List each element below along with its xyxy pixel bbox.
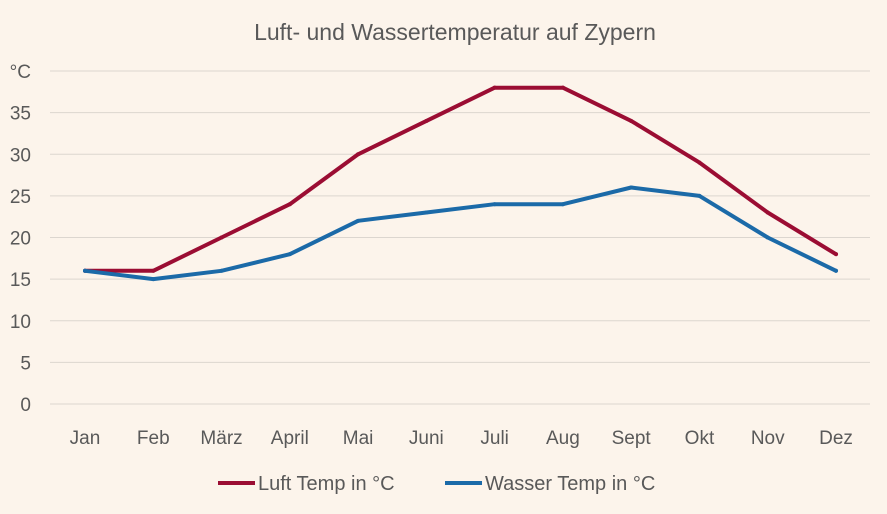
- x-tick-label: Nov: [751, 428, 785, 449]
- data-point: [287, 202, 292, 207]
- y-tick-label: 5: [20, 353, 31, 374]
- x-tick-label: Juni: [409, 428, 444, 449]
- data-point: [765, 235, 770, 240]
- legend-label: Wasser Temp in °C: [485, 473, 655, 495]
- data-point: [492, 202, 497, 207]
- data-point: [629, 118, 634, 123]
- x-tick-label: März: [200, 428, 242, 449]
- series-line-wasser: [83, 185, 838, 282]
- x-tick-label: Mai: [343, 428, 374, 449]
- y-tick-label: 15: [10, 270, 31, 291]
- series-lines: [83, 85, 838, 282]
- data-point: [219, 268, 224, 273]
- gridlines: [50, 70, 870, 405]
- legend-item: Luft Temp in °C: [218, 473, 395, 495]
- data-point: [560, 202, 565, 207]
- x-axis-ticks: Jan Feb März April Mai Juni Juli Aug Sept Okt Nov D…: [70, 428, 853, 449]
- x-tick-label: Juli: [480, 428, 509, 449]
- y-tick-label: 25: [10, 187, 31, 208]
- data-point: [356, 218, 361, 223]
- x-tick-label: Jan: [70, 428, 101, 449]
- legend-label: Luft Temp in °C: [258, 473, 395, 495]
- x-tick-label: April: [271, 428, 309, 449]
- data-point: [560, 85, 565, 90]
- data-point: [834, 252, 838, 257]
- data-point: [765, 210, 770, 215]
- series-line-luft: [83, 85, 838, 273]
- x-tick-label: Dez: [819, 428, 853, 449]
- data-point: [151, 268, 156, 273]
- data-point: [424, 118, 429, 123]
- x-tick-label: Aug: [546, 428, 580, 449]
- y-axis-ticks: 0 5 10 15 20 25 30 35 °C: [10, 62, 31, 416]
- x-tick-label: Sept: [612, 428, 652, 449]
- x-tick-label: Okt: [685, 428, 715, 449]
- data-point: [834, 268, 838, 273]
- y-tick-label: 20: [10, 229, 31, 250]
- y-tick-label: 30: [10, 145, 31, 166]
- y-tick-label: 10: [10, 312, 31, 333]
- legend: Luft Temp in °C Wasser Temp in °C: [218, 473, 655, 495]
- legend-item: Wasser Temp in °C: [445, 473, 655, 495]
- x-tick-label: Feb: [137, 428, 170, 449]
- data-point: [629, 185, 634, 190]
- data-point: [151, 277, 156, 282]
- data-point: [356, 152, 361, 157]
- data-point: [492, 85, 497, 90]
- data-point: [424, 210, 429, 215]
- data-point: [219, 235, 224, 240]
- chart-title: Luft- und Wassertemperatur auf Zypern: [254, 19, 656, 45]
- data-point: [697, 160, 702, 165]
- y-tick-label: °C: [10, 62, 31, 83]
- data-point: [287, 252, 292, 257]
- data-point: [83, 268, 87, 273]
- y-tick-label: 0: [20, 395, 31, 416]
- data-point: [697, 193, 702, 198]
- y-tick-label: 35: [10, 104, 31, 125]
